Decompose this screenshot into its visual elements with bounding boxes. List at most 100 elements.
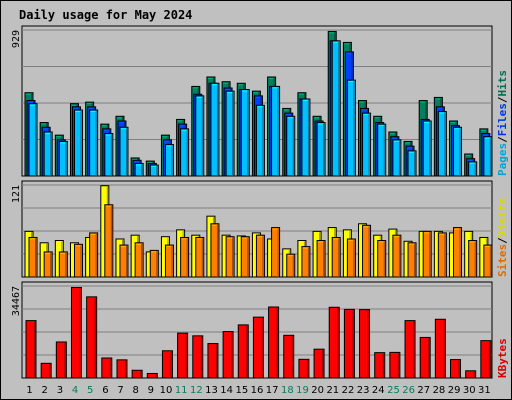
panel-middle-day-7 <box>115 238 129 278</box>
svg-text:Sites/Visits: Sites/Visits <box>496 198 509 278</box>
bar-pages-day-13 <box>210 82 220 177</box>
x-label-day-19: 19 <box>296 385 309 396</box>
bar-kbytes-day-26 <box>404 320 416 379</box>
panel-top-day-17 <box>267 76 281 177</box>
panel-middle-day-19 <box>297 240 311 278</box>
legend-separator: / <box>496 136 509 143</box>
legend-hits: Hits <box>496 70 509 97</box>
panel-top-day-9 <box>145 160 159 177</box>
bar-sites-day-27 <box>422 230 432 278</box>
bar-kbytes-day-8 <box>131 369 143 379</box>
bar-kbytes-day-22 <box>343 308 355 379</box>
x-label-day-17: 17 <box>266 385 279 396</box>
svg-text:Pages/Files/Hits: Pages/Files/Hits <box>496 70 509 176</box>
bar-sites-day-19 <box>301 246 311 278</box>
x-label-day-13: 13 <box>205 385 218 396</box>
bar-kbytes-day-30 <box>465 370 477 379</box>
bar-kbytes-day-19 <box>298 358 310 379</box>
panel-top-day-24 <box>373 115 387 177</box>
x-label-day-30: 30 <box>463 385 476 396</box>
bar-kbytes-day-29 <box>450 359 462 379</box>
panel-top-day-25 <box>388 131 402 177</box>
bar-pages-day-31 <box>483 136 493 177</box>
panel-top-day-16 <box>251 90 265 177</box>
bar-kbytes-day-3 <box>55 341 67 379</box>
panel-bottom-day-27 <box>419 336 431 379</box>
panel-top-day-27 <box>418 100 432 177</box>
panel-top-day-20 <box>312 115 326 177</box>
panel-middle-day-31 <box>479 236 493 278</box>
x-axis-day-labels: 1 2 3 4 5 6 7 8 9 10 11 12 13 14 15 16 17 18 19 20 21 22 23 24 2… <box>26 385 490 396</box>
bar-kbytes-day-28 <box>434 318 446 379</box>
bar-kbytes-day-18 <box>283 334 295 379</box>
panel-top-legend: Pages/Files/Hits <box>496 70 509 176</box>
panel-middle-day-27 <box>418 230 432 278</box>
panel-top-day-11 <box>176 118 190 177</box>
panel-bottom-day-2 <box>40 362 52 379</box>
x-label-day-21: 21 <box>326 385 339 396</box>
bar-kbytes-day-9 <box>146 372 158 379</box>
bar-sites-day-10 <box>164 244 174 278</box>
legend-pages: Pages <box>496 143 509 176</box>
bar-pages-day-5 <box>89 109 99 177</box>
panel-middle-day-6 <box>100 185 114 278</box>
bar-kbytes-day-6 <box>101 357 113 379</box>
x-label-day-29: 29 <box>448 385 461 396</box>
bar-pages-day-25 <box>392 139 402 177</box>
panel-middle-max-label: 121 <box>11 185 22 203</box>
panel-bottom-day-18 <box>283 334 295 379</box>
bar-sites-day-25 <box>392 234 402 278</box>
bar-pages-day-7 <box>119 126 129 177</box>
bar-kbytes-day-12 <box>192 335 204 379</box>
panel-top-day-30 <box>464 153 478 177</box>
svg-text:KBytes: KBytes <box>496 338 509 378</box>
x-label-day-20: 20 <box>311 385 324 396</box>
panel-top-max-label: 929 <box>11 30 22 48</box>
legend-kbytes: KBytes <box>496 338 509 378</box>
bar-sites-day-15 <box>240 236 250 278</box>
panel-bottom-day-10 <box>161 350 173 379</box>
panel-top-day-5 <box>85 101 99 177</box>
x-label-day-25: 25 <box>387 385 400 396</box>
x-label-day-23: 23 <box>357 385 370 396</box>
bar-pages-day-6 <box>104 133 114 177</box>
panel-top-day-4 <box>69 103 83 177</box>
bar-pages-day-24 <box>377 123 387 177</box>
bar-pages-day-26 <box>407 150 417 177</box>
panel-middle-day-17 <box>267 227 281 278</box>
bar-kbytes-day-7 <box>116 359 128 379</box>
bar-pages-day-15 <box>240 89 250 177</box>
bar-sites-day-22 <box>346 238 356 278</box>
panel-bottom-day-17 <box>268 306 280 379</box>
bar-pages-day-11 <box>180 128 190 177</box>
panel-bottom: 34467 <box>11 281 493 379</box>
panel-middle-day-13 <box>206 215 220 278</box>
panel-top-day-19 <box>297 92 311 177</box>
bar-kbytes-day-13 <box>207 343 219 379</box>
panel-top-day-18 <box>282 107 296 177</box>
panel-bottom-day-24 <box>374 352 386 379</box>
panel-bottom-day-3 <box>55 341 67 379</box>
bar-pages-day-22 <box>346 79 356 177</box>
x-label-day-9: 9 <box>148 385 154 396</box>
bar-pages-day-8 <box>134 162 144 177</box>
x-label-day-16: 16 <box>251 385 264 396</box>
bar-sites-day-7 <box>119 244 129 278</box>
bar-pages-day-21 <box>331 40 341 177</box>
x-label-day-22: 22 <box>342 385 355 396</box>
panel-top-day-15 <box>236 82 250 177</box>
panel-top-day-26 <box>403 140 417 177</box>
bar-kbytes-day-20 <box>313 348 325 379</box>
bar-sites-day-21 <box>331 236 341 278</box>
bar-sites-day-5 <box>89 232 99 278</box>
bar-kbytes-day-4 <box>70 287 82 379</box>
bar-sites-day-12 <box>195 236 205 278</box>
panel-middle-day-4 <box>69 242 83 278</box>
bar-sites-day-18 <box>286 253 296 278</box>
legend-separator: / <box>496 237 509 244</box>
panel-bottom-day-4 <box>70 287 82 379</box>
bar-sites-day-8 <box>134 242 144 278</box>
panel-top-day-28 <box>433 96 447 177</box>
bar-pages-day-29 <box>453 126 463 177</box>
panel-middle-day-21 <box>327 227 341 278</box>
